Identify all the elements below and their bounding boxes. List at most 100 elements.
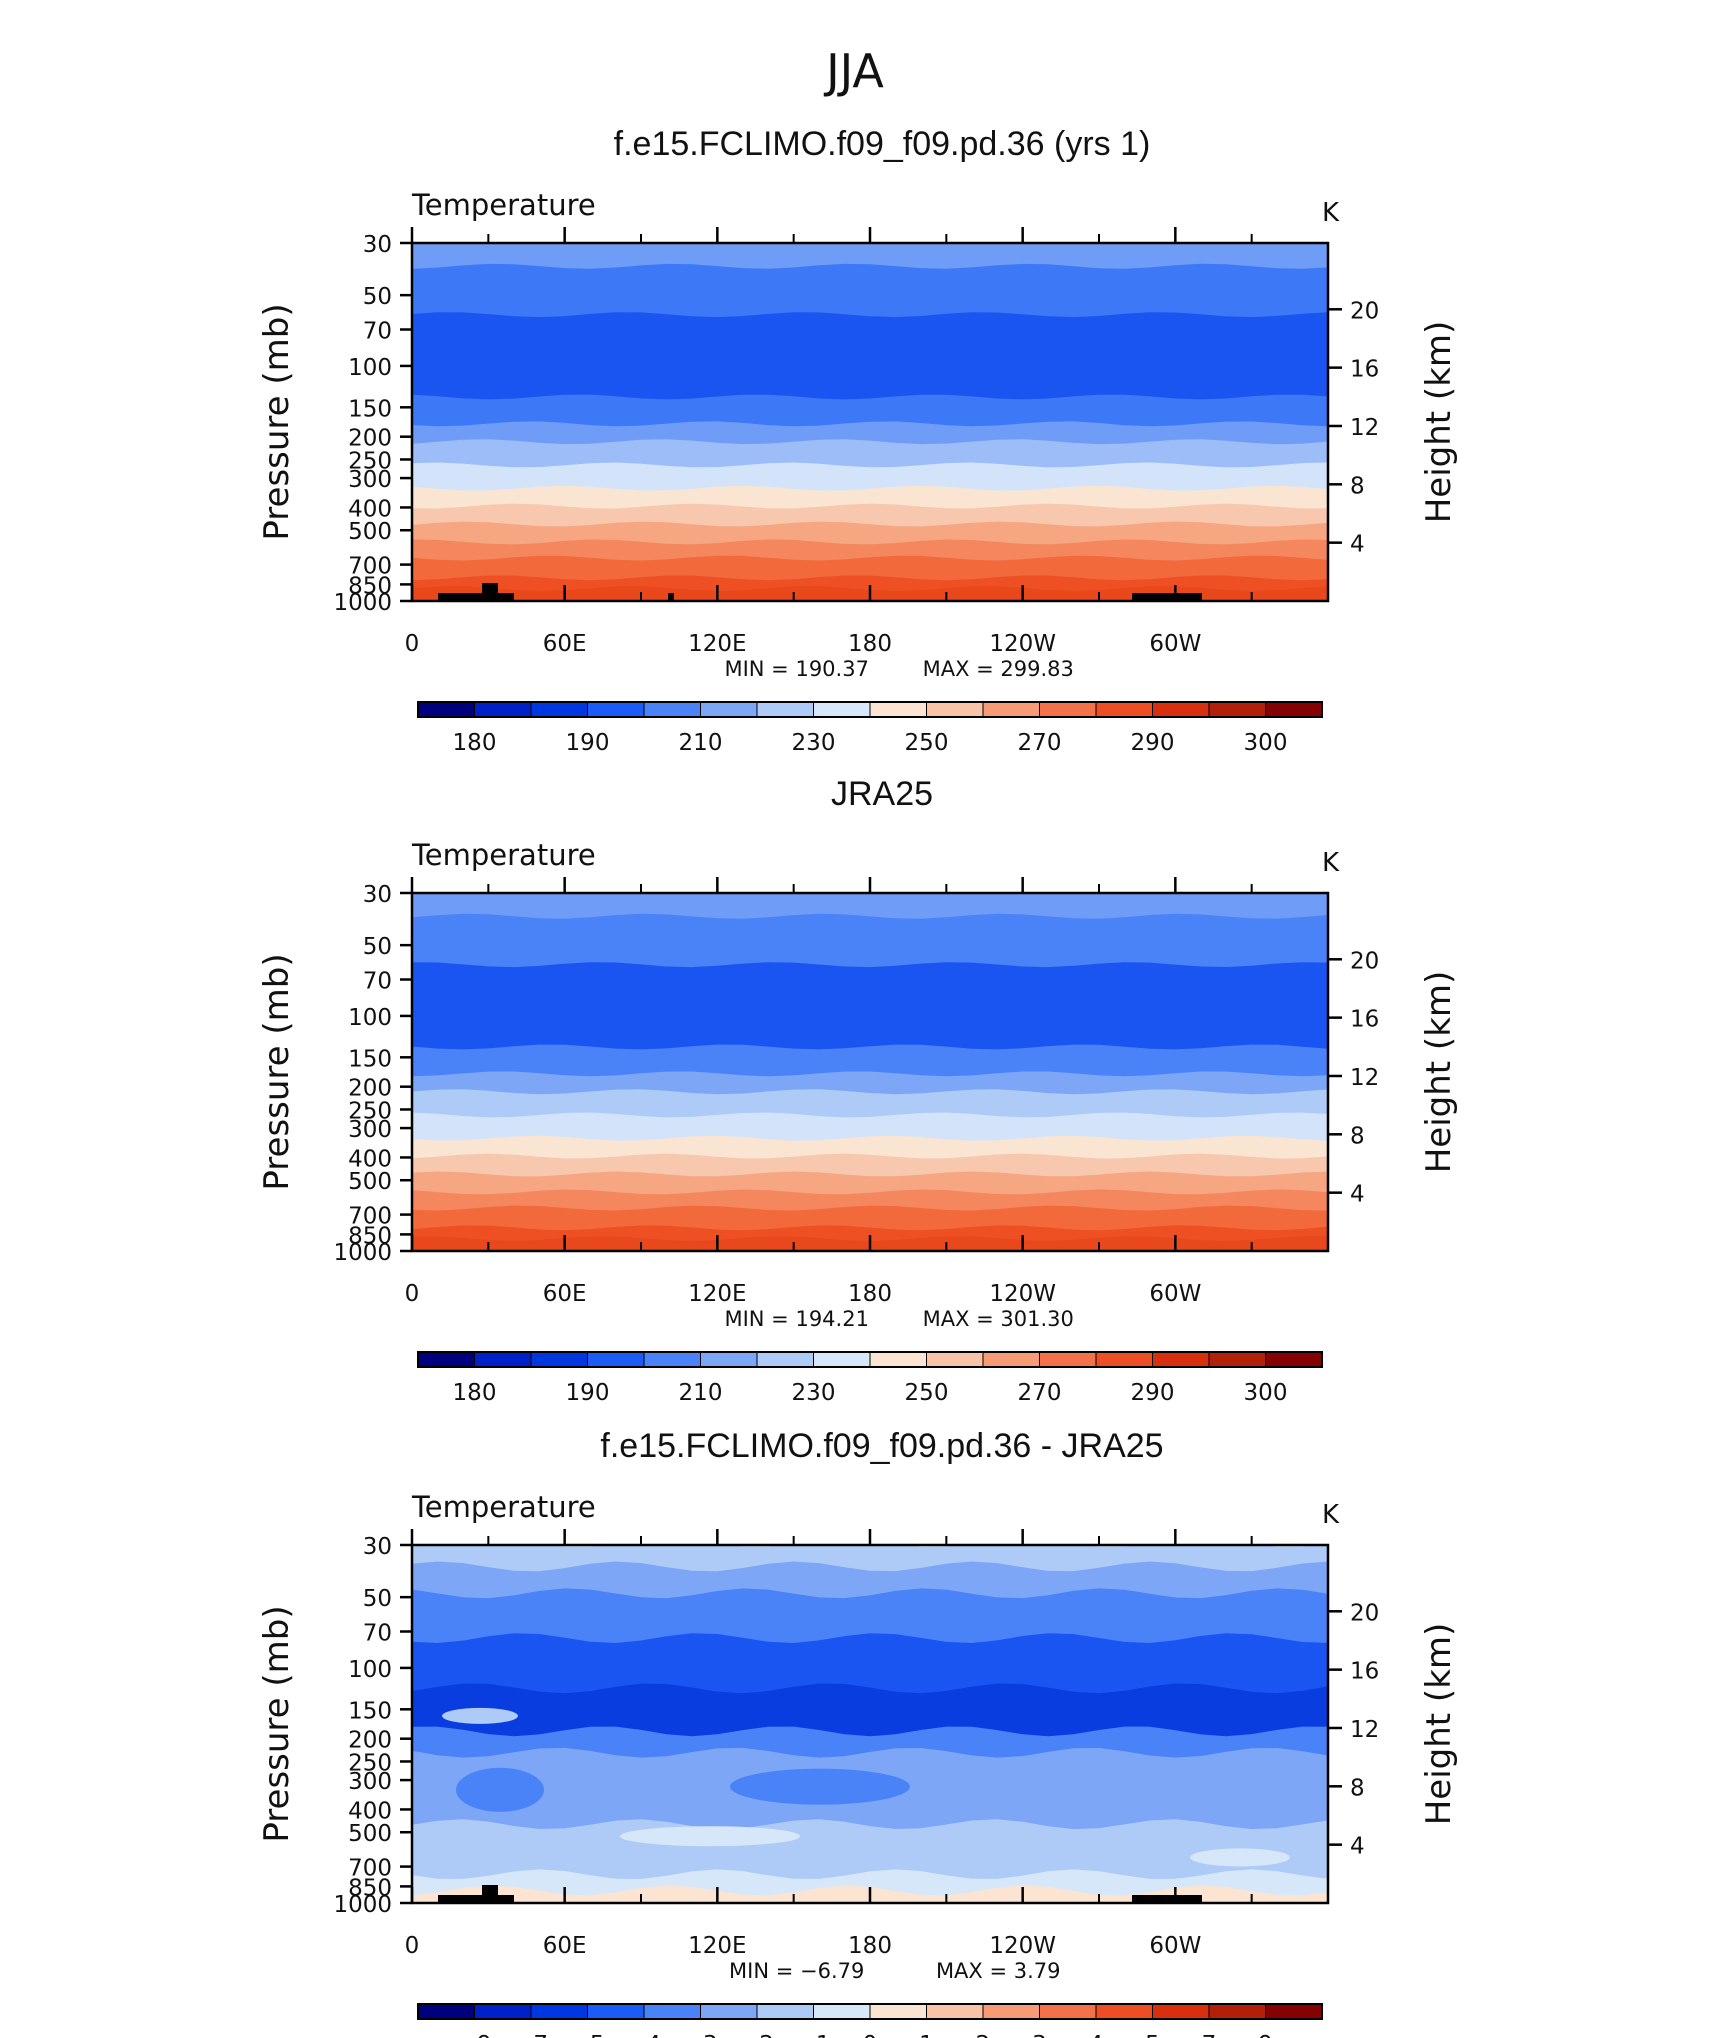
figure-suptitle: JJA	[826, 44, 884, 98]
colorbar-swatch	[926, 1351, 984, 1368]
y-tick-label-left: 50	[363, 1586, 392, 1612]
y-tick-label-left: 400	[348, 1798, 392, 1824]
colorbar-swatch	[756, 2003, 815, 2020]
units-label: K	[1322, 198, 1340, 228]
colorbar-label: 250	[905, 730, 949, 756]
colorbar-swatch	[1265, 2003, 1323, 2020]
y-tick-label-left: 250	[348, 1098, 392, 1124]
colorbar-swatch	[417, 701, 476, 718]
x-tick-label: 0	[405, 1933, 420, 1959]
anomaly-region	[730, 1768, 910, 1805]
x-tick-label: 0	[405, 1281, 420, 1307]
y-tick-label-left: 30	[363, 232, 392, 258]
y-tick-label-right: 4	[1350, 532, 1365, 558]
colorbar-swatch	[1152, 1351, 1210, 1368]
max-value-label: MAX = 299.83	[923, 657, 1074, 681]
x-tick-label: 60E	[543, 1933, 587, 1959]
y-tick-label-left: 1000	[333, 1892, 392, 1918]
y-tick-label-right: 8	[1350, 1775, 1365, 1801]
y-tick-label-right: 12	[1350, 415, 1379, 441]
y-tick-label-right: 8	[1350, 1123, 1365, 1149]
colorbar-swatch	[700, 701, 758, 718]
colorbar-swatch	[1152, 701, 1210, 718]
x-tick-label: 120W	[989, 631, 1056, 657]
y-tick-label-left: 150	[348, 1046, 392, 1072]
colorbar-swatch	[474, 2003, 532, 2020]
variable-label: Temperature	[411, 1490, 596, 1524]
colorbar-label: 210	[679, 1380, 723, 1406]
y-tick-label-left: 400	[348, 1146, 392, 1172]
y-tick-label-right: 12	[1350, 1065, 1379, 1091]
colorbar-swatch	[1039, 1351, 1097, 1368]
y-axis-label-left: Pressure (mb)	[257, 303, 297, 540]
colorbar-frame	[417, 1351, 1323, 1368]
colorbar-label: 190	[566, 730, 610, 756]
colorbar-swatch	[813, 701, 871, 718]
colorbar-swatch	[926, 2003, 984, 2020]
colorbar-label: 0	[863, 2032, 878, 2038]
colorbar-swatch	[587, 2003, 645, 2020]
panel-title: f.e15.FCLIMO.f09_f09.pd.36 (yrs 1)	[614, 125, 1151, 163]
colorbar-swatch	[700, 2003, 758, 2020]
colorbar-swatch	[756, 1351, 815, 1368]
colorbar-label: 270	[1018, 730, 1062, 756]
colorbar-swatch	[1265, 1351, 1323, 1368]
colorbar-swatch	[869, 1351, 928, 1368]
colorbar-swatch	[417, 1351, 476, 1368]
colorbar-frame	[417, 701, 1323, 718]
y-tick-label-left: 700	[348, 1856, 392, 1882]
colorbar-swatch	[1095, 701, 1154, 718]
contour-field	[412, 243, 1328, 601]
y-tick-label-left: 500	[348, 519, 392, 545]
y-tick-label-left: 50	[363, 934, 392, 960]
colorbar-swatch	[530, 1351, 589, 1368]
colorbar-swatch	[643, 1351, 702, 1368]
colorbar-swatch	[926, 701, 984, 718]
variable-label: Temperature	[411, 838, 596, 872]
colorbar-swatch	[1095, 1351, 1154, 1368]
contour-field	[412, 893, 1328, 1251]
colorbar-swatch	[643, 701, 702, 718]
y-tick-label-left: 150	[348, 1698, 392, 1724]
colorbar-swatch	[1208, 2003, 1267, 2020]
y-tick-label-left: 100	[348, 1005, 392, 1031]
units-label: K	[1322, 1500, 1340, 1530]
colorbar-swatch	[813, 1351, 871, 1368]
x-tick-label: 120W	[989, 1281, 1056, 1307]
y-tick-label-left: 300	[348, 1117, 392, 1143]
topography-mask	[482, 1885, 498, 1903]
min-value-label: MIN = −6.79	[729, 1959, 864, 1983]
y-axis-label-right: Height (km)	[1419, 971, 1459, 1174]
x-tick-label: 120E	[688, 1933, 746, 1959]
x-tick-label: 120W	[989, 1933, 1056, 1959]
colorbar-label: 270	[1018, 1380, 1062, 1406]
colorbar-label: 3	[1032, 2032, 1047, 2038]
y-tick-label-left: 500	[348, 1169, 392, 1195]
colorbar-swatch	[417, 2003, 476, 2020]
y-tick-label-right: 4	[1350, 1834, 1365, 1860]
y-tick-label-left: 250	[348, 448, 392, 474]
colorbar-swatch	[1039, 2003, 1097, 2020]
x-tick-label: 60E	[543, 631, 587, 657]
y-tick-label-left: 100	[348, 1657, 392, 1683]
y-axis-label-left: Pressure (mb)	[257, 1605, 297, 1842]
colorbar-label: 5	[1145, 2032, 1160, 2038]
contour-field	[412, 1545, 1328, 1903]
x-tick-label: 60W	[1149, 631, 1201, 657]
colorbar-swatch	[982, 2003, 1041, 2020]
colorbar-label: 290	[1131, 1380, 1175, 1406]
y-tick-label-left: 1000	[333, 590, 392, 616]
max-value-label: MAX = 3.79	[936, 1959, 1061, 1983]
y-tick-label-left: 150	[348, 396, 392, 422]
y-tick-label-right: 20	[1350, 1600, 1379, 1626]
colorbar-swatch	[1265, 701, 1323, 718]
y-tick-label-left: 850	[348, 1875, 392, 1901]
anomaly-region	[1190, 1848, 1290, 1867]
y-tick-label-left: 300	[348, 467, 392, 493]
y-tick-label-right: 4	[1350, 1182, 1365, 1208]
colorbar-label: −7	[514, 2032, 548, 2038]
colorbar: 180 190 210 230 250 270 290 300	[417, 1351, 1323, 1406]
y-tick-label-left: 100	[348, 355, 392, 381]
y-tick-label-left: 70	[363, 1621, 392, 1647]
max-value-label: MAX = 301.30	[923, 1307, 1074, 1331]
